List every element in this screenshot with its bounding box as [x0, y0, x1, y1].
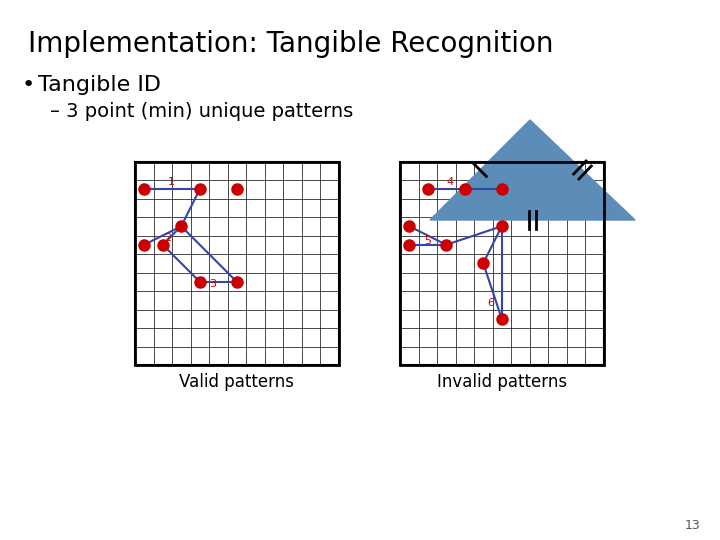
Polygon shape: [430, 120, 635, 220]
Text: 3: 3: [209, 279, 216, 289]
Text: Tangible ID: Tangible ID: [38, 75, 161, 95]
Text: Invalid patterns: Invalid patterns: [437, 373, 567, 391]
Text: Implementation: Tangible Recognition: Implementation: Tangible Recognition: [28, 30, 554, 58]
Bar: [400, 161, 603, 365]
Text: •: •: [22, 75, 35, 95]
Bar: [400, 161, 603, 365]
Text: 13: 13: [684, 519, 700, 532]
Text: 5: 5: [424, 237, 431, 246]
Text: – 3 point (min) unique patterns: – 3 point (min) unique patterns: [50, 102, 354, 121]
Bar: [135, 161, 338, 365]
Text: Valid patterns: Valid patterns: [179, 373, 294, 391]
Text: 1: 1: [168, 177, 175, 187]
Bar: [135, 161, 338, 365]
Text: 2: 2: [165, 233, 172, 243]
Text: 6: 6: [487, 298, 494, 307]
Text: 4: 4: [446, 177, 454, 187]
